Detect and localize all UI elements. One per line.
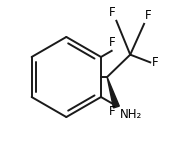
Polygon shape — [107, 77, 119, 108]
Text: F: F — [109, 36, 116, 49]
Text: F: F — [109, 6, 116, 19]
Text: F: F — [145, 9, 152, 22]
Text: NH₂: NH₂ — [120, 108, 142, 121]
Text: F: F — [109, 105, 116, 118]
Text: F: F — [152, 56, 158, 69]
